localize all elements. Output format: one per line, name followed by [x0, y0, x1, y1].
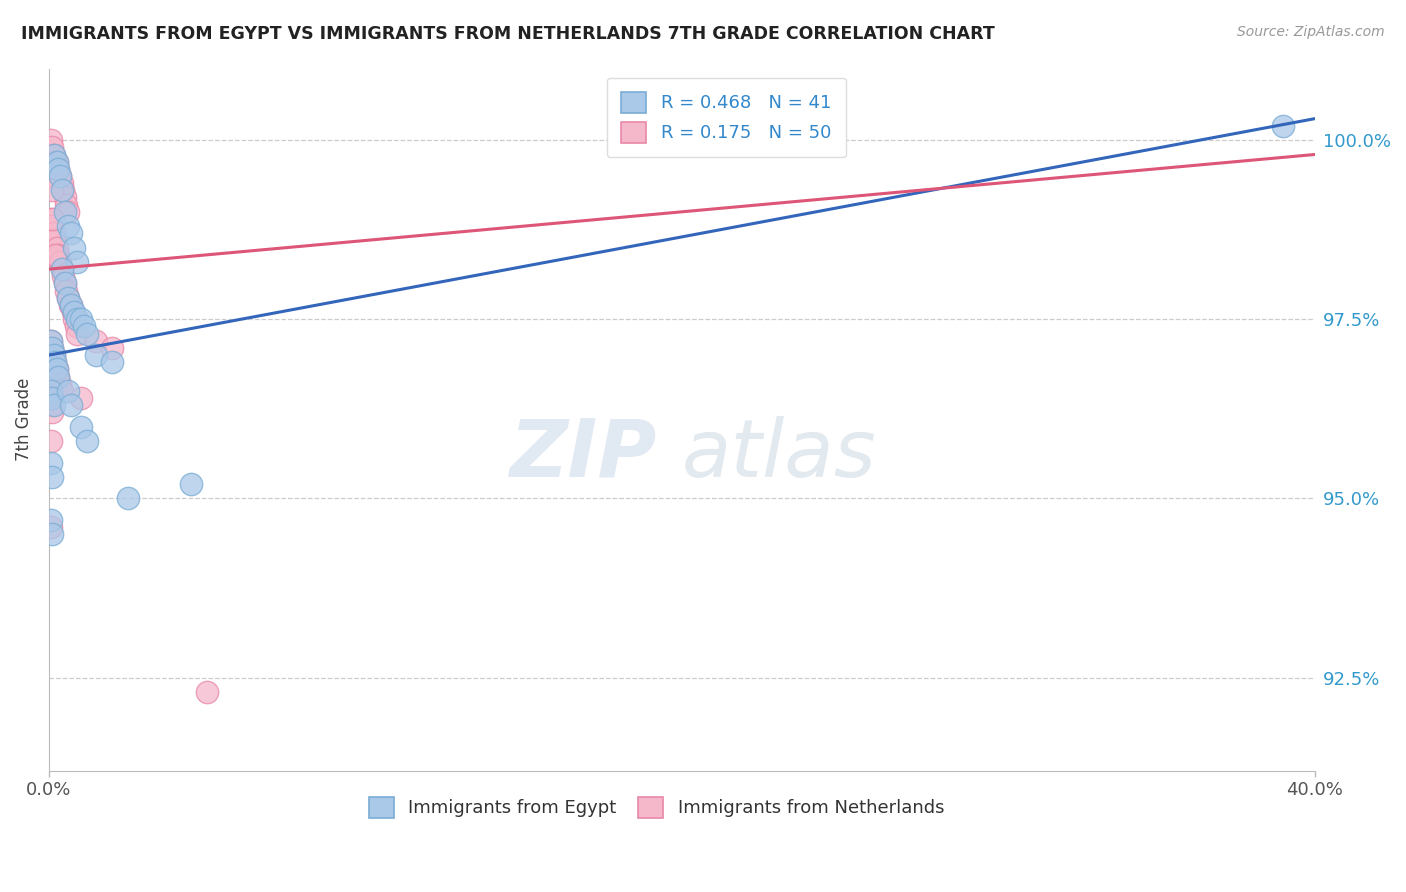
Point [63, 305, 86, 319]
Point [39, 456, 62, 470]
Point [101, 341, 124, 355]
Point [180, 477, 202, 491]
Point [45, 362, 67, 376]
Text: Source: ZipAtlas.com: Source: ZipAtlas.com [1237, 25, 1385, 39]
Point [45, 241, 67, 255]
Point [39, 334, 62, 348]
Point [86, 348, 108, 362]
Point [41, 527, 63, 541]
Text: IMMIGRANTS FROM EGYPT VS IMMIGRANTS FROM NETHERLANDS 7TH GRADE CORRELATION CHART: IMMIGRANTS FROM EGYPT VS IMMIGRANTS FROM… [21, 25, 995, 43]
Point [41, 391, 63, 405]
Point [66, 326, 89, 341]
Point [44, 355, 66, 369]
Point [41, 470, 63, 484]
Point [44, 234, 66, 248]
Point [60, 298, 83, 312]
Point [48, 248, 70, 262]
Point [39, 384, 62, 398]
Point [56, 291, 79, 305]
Point [51, 262, 73, 277]
Point [52, 269, 75, 284]
Legend: Immigrants from Egypt, Immigrants from Netherlands: Immigrants from Egypt, Immigrants from N… [361, 789, 952, 825]
Point [45, 362, 67, 376]
Point [1272, 119, 1295, 133]
Point [52, 183, 75, 197]
Point [48, 369, 70, 384]
Point [60, 227, 83, 241]
Point [41, 405, 63, 419]
Point [49, 169, 72, 183]
Point [39, 434, 62, 449]
Point [42, 147, 65, 161]
Point [51, 384, 73, 398]
Point [42, 211, 65, 226]
Point [66, 312, 89, 326]
Point [42, 227, 65, 241]
Point [41, 341, 63, 355]
Text: atlas: atlas [682, 416, 876, 493]
Point [39, 513, 62, 527]
Point [73, 319, 96, 334]
Point [56, 219, 79, 234]
Point [66, 255, 89, 269]
Point [55, 197, 77, 211]
Point [48, 369, 70, 384]
Point [39, 334, 62, 348]
Point [42, 348, 65, 362]
Point [60, 298, 83, 312]
Point [44, 248, 66, 262]
Point [41, 219, 63, 234]
Point [53, 204, 76, 219]
Point [69, 419, 91, 434]
Point [56, 204, 79, 219]
Point [39, 211, 62, 226]
Point [117, 491, 139, 506]
Point [49, 376, 72, 391]
Point [39, 398, 62, 412]
Point [63, 312, 86, 326]
Point [44, 154, 66, 169]
Point [49, 255, 72, 269]
Point [51, 262, 73, 277]
Point [41, 140, 63, 154]
Point [41, 183, 63, 197]
Point [56, 384, 79, 398]
Point [48, 161, 70, 176]
Point [76, 326, 98, 341]
Point [62, 305, 84, 319]
Point [49, 169, 72, 183]
Point [42, 147, 65, 161]
Point [101, 355, 124, 369]
Point [53, 190, 76, 204]
Point [195, 685, 218, 699]
Point [39, 169, 62, 183]
Point [53, 277, 76, 291]
Point [51, 176, 73, 190]
Point [60, 398, 83, 412]
Point [42, 398, 65, 412]
Point [53, 277, 76, 291]
Point [69, 391, 91, 405]
Point [86, 334, 108, 348]
Point [41, 341, 63, 355]
Point [48, 161, 70, 176]
Point [51, 183, 73, 197]
Y-axis label: 7th Grade: 7th Grade [15, 378, 32, 461]
Point [65, 319, 87, 334]
Point [69, 312, 91, 326]
Point [44, 355, 66, 369]
Point [42, 348, 65, 362]
Text: ZIP: ZIP [509, 416, 657, 493]
Point [45, 154, 67, 169]
Point [39, 520, 62, 534]
Point [56, 291, 79, 305]
Point [55, 284, 77, 298]
Point [63, 241, 86, 255]
Point [58, 298, 80, 312]
Point [76, 434, 98, 449]
Point [45, 154, 67, 169]
Point [39, 133, 62, 147]
